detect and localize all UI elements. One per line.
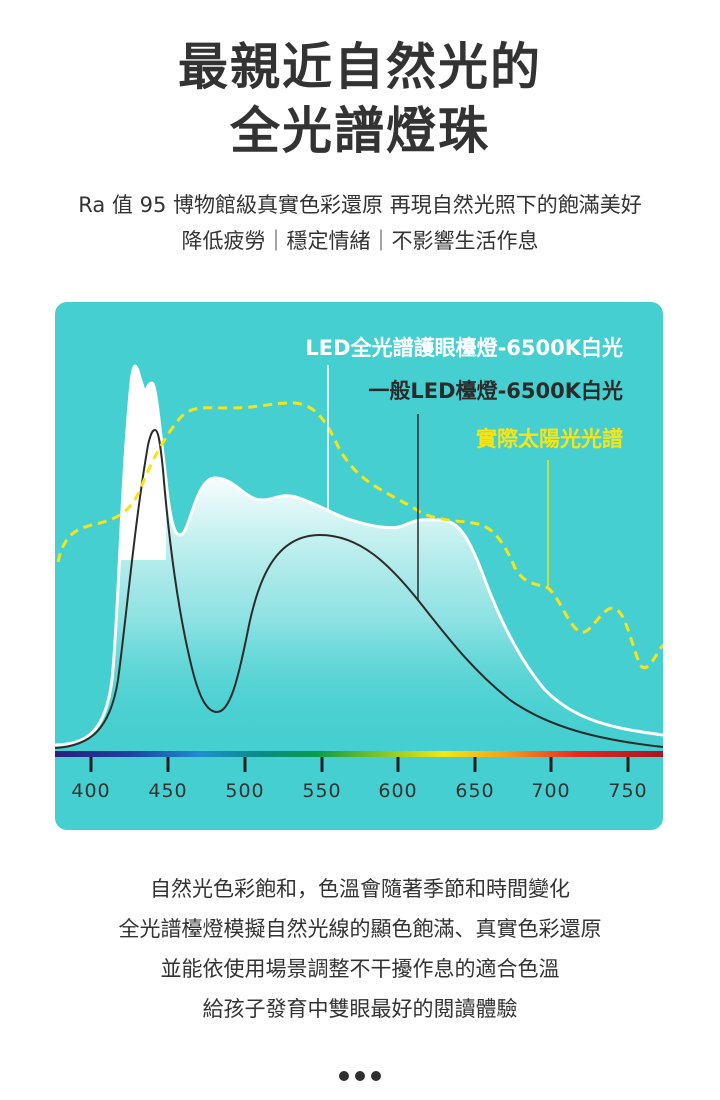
spectrum-bar [55,751,663,757]
page-title-line1: 最親近自然光的 [178,38,542,96]
legend-sunlight: 實際太陽光光譜 [476,427,623,451]
tick-label-400: 400 [71,780,111,802]
led-full-spectrum-peak [121,366,166,560]
subtitle-line2: 降低疲勞｜穩定情緒｜不影響生活作息 [181,229,539,253]
tick-label-700: 700 [531,780,571,802]
tick-label-750: 750 [608,780,648,802]
body-text-line3: 並能依使用場景調整不干擾作息的適合色溫 [160,957,560,981]
led-full-spectrum-area [55,366,663,752]
body-text-line4: 給孩子發育中雙眼最好的閱讀體驗 [202,997,518,1021]
tick-label-450: 450 [148,780,188,802]
spectrum-chart [55,364,663,772]
tick-label-550: 550 [302,780,342,802]
pagination-dot[interactable] [339,1071,349,1081]
sunlight-line [56,401,663,669]
pagination-dot[interactable] [371,1071,381,1081]
x-axis-ticks [89,757,630,772]
legend-led-normal: 一般LED檯燈-6500K白光 [368,379,623,403]
legend-led-full-spectrum: LED全光譜護眼檯燈-6500K白光 [305,336,623,360]
tick-label-650: 650 [455,780,495,802]
tick-label-600: 600 [378,780,418,802]
body-text-line1: 自然光色彩飽和，色溫會隨著季節和時間變化 [150,877,570,901]
spectrum-chart-panel: LED全光譜護眼檯燈-6500K白光 一般LED檯燈-6500K白光 實際太陽光… [55,302,663,830]
body-text-line2: 全光譜檯燈模擬自然光線的顯色飽滿、真實色彩還原 [118,917,602,941]
tick-label-500: 500 [225,780,265,802]
pagination-dot[interactable] [355,1071,365,1081]
page-title-line2: 全光譜燈珠 [230,102,490,160]
subtitle-line1: Ra 值 95 博物館級真實色彩還原 再現自然光照下的飽滿美好 [78,193,642,217]
led-normal-line [55,428,663,749]
pagination-dots [0,1066,720,1085]
